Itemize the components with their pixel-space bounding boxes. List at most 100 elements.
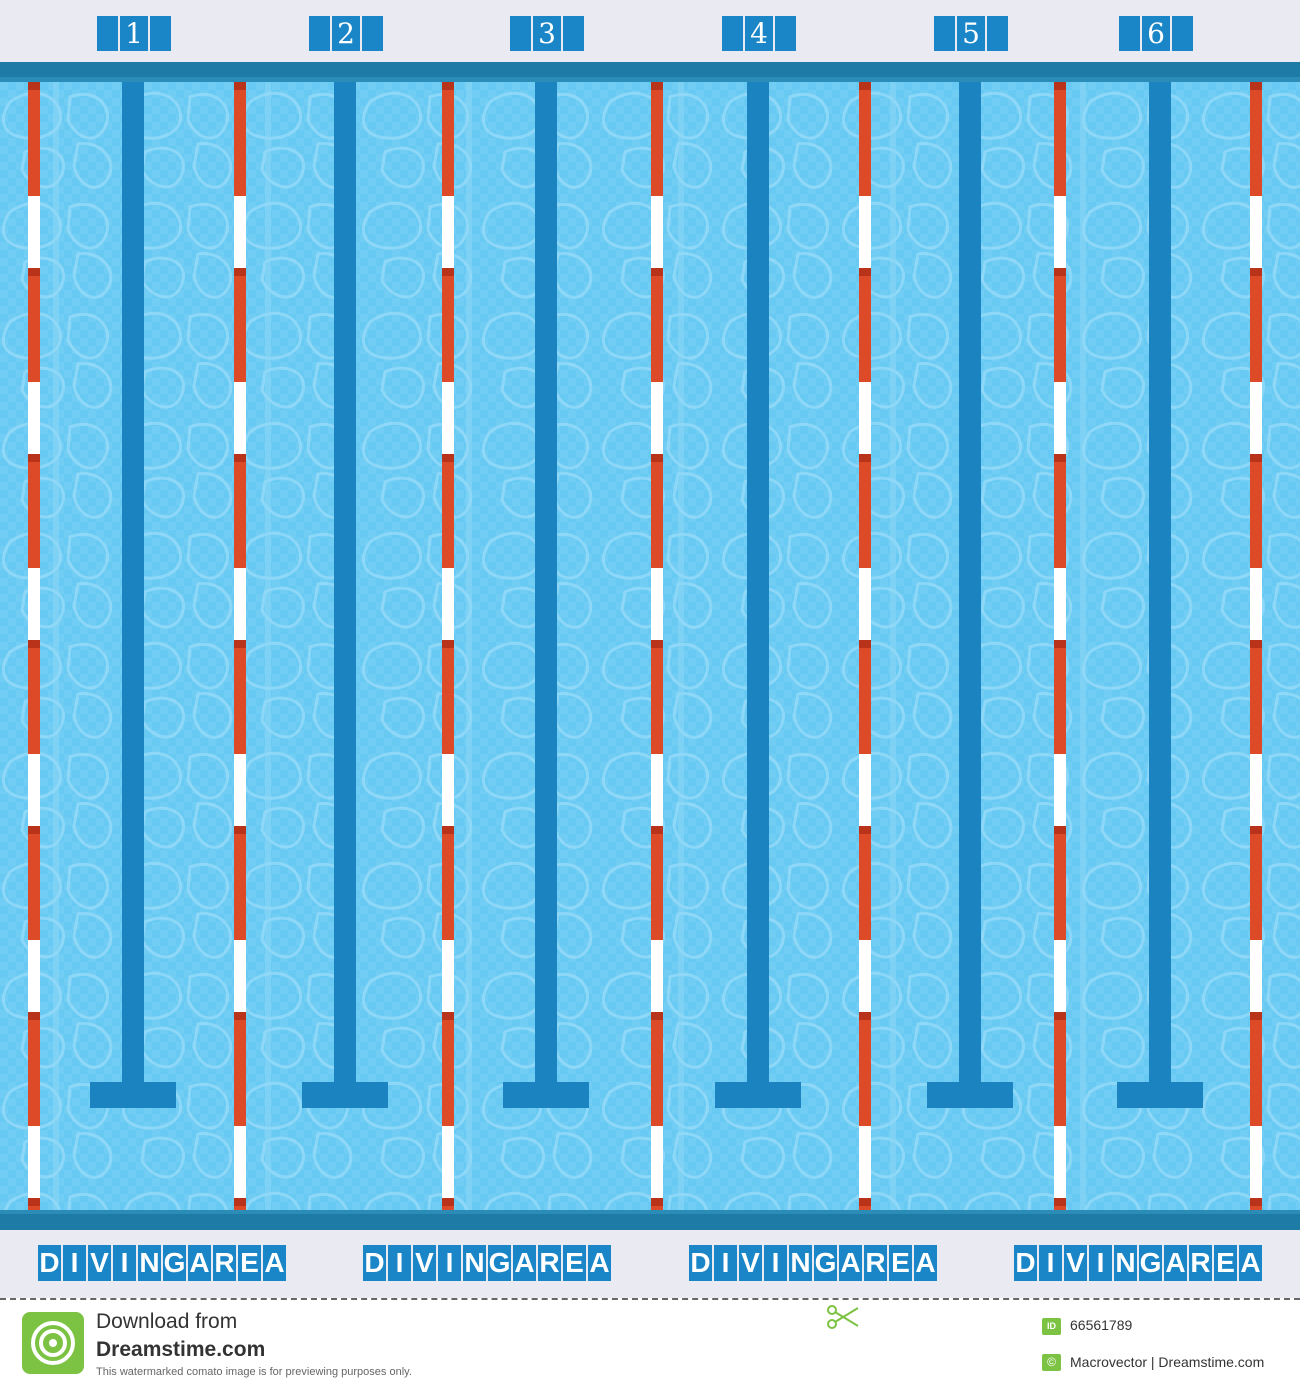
label-letter: N xyxy=(138,1245,161,1281)
label-letter: G xyxy=(488,1245,511,1281)
lane-number-pad xyxy=(510,16,531,51)
label-letter: V xyxy=(739,1245,762,1281)
label-letter: E xyxy=(238,1245,261,1281)
pool-water xyxy=(0,82,1300,1210)
label-letter: E xyxy=(563,1245,586,1281)
lane-line-3 xyxy=(535,82,557,1082)
label-letter: N xyxy=(463,1245,486,1281)
lane-number-pad xyxy=(722,16,743,51)
label-letter: V xyxy=(88,1245,111,1281)
lane-rope-2 xyxy=(234,82,246,1210)
label-letter: I xyxy=(764,1245,787,1281)
lane-number-pad xyxy=(563,16,584,51)
lane-band xyxy=(890,82,896,1210)
lane-band xyxy=(1080,82,1086,1210)
lane-number-digit: 6 xyxy=(1142,16,1170,51)
label-letter: I xyxy=(113,1245,136,1281)
lane-number-pad xyxy=(775,16,796,51)
lane-band xyxy=(678,82,684,1210)
label-letter: V xyxy=(413,1245,436,1281)
label-letter: D xyxy=(363,1245,386,1281)
label-letter: A xyxy=(513,1245,536,1281)
label-letter: E xyxy=(1214,1245,1237,1281)
label-letter: R xyxy=(1189,1245,1212,1281)
lane-rope-3 xyxy=(442,82,454,1210)
label-letter: A xyxy=(914,1245,937,1281)
lane-number-pad xyxy=(97,16,118,51)
lane-line-end-2 xyxy=(302,1082,388,1108)
lane-ropes xyxy=(28,82,1262,1210)
lane-number-pad xyxy=(934,16,955,51)
label-letter: G xyxy=(163,1245,186,1281)
label-letter: A xyxy=(1239,1245,1262,1281)
pool-edge-top xyxy=(0,62,1300,82)
label-letter: G xyxy=(814,1245,837,1281)
edge-highlight xyxy=(0,1210,1300,1214)
download-text: Download from xyxy=(96,1310,238,1333)
label-letter: R xyxy=(538,1245,561,1281)
lane-line-2 xyxy=(334,82,356,1082)
label-letter: N xyxy=(789,1245,812,1281)
copyright-icon: © xyxy=(1042,1354,1061,1371)
lane-number-1: 1 xyxy=(97,16,171,51)
lane-rope-4 xyxy=(651,82,663,1210)
lane-number-digit: 5 xyxy=(957,16,985,51)
lane-guide-lines xyxy=(53,82,1203,1210)
lane-band xyxy=(265,82,271,1210)
lane-rope-1 xyxy=(28,82,40,1210)
lane-number-pad xyxy=(150,16,171,51)
lane-line-6 xyxy=(1149,82,1171,1082)
image-id: 66561789 xyxy=(1070,1317,1133,1333)
lane-number-6: 6 xyxy=(1119,16,1193,51)
label-letter: V xyxy=(1064,1245,1087,1281)
lane-rope-7 xyxy=(1250,82,1262,1210)
lane-number-digit: 2 xyxy=(332,16,360,51)
lane-line-end-3 xyxy=(503,1082,589,1108)
label-letter: I xyxy=(438,1245,461,1281)
label-letter: A xyxy=(588,1245,611,1281)
label-letter: A xyxy=(188,1245,211,1281)
label-letter: R xyxy=(213,1245,236,1281)
lane-number-5: 5 xyxy=(934,16,1008,51)
pool-illustration xyxy=(0,82,1300,1210)
lane-line-end-6 xyxy=(1117,1082,1203,1108)
lane-number-digit: 1 xyxy=(120,16,148,51)
lane-rope-6 xyxy=(1054,82,1066,1210)
top-deck: 1 2 3 4 5 6 xyxy=(0,0,1300,62)
lane-number-pad xyxy=(309,16,330,51)
label-letter: N xyxy=(1114,1245,1137,1281)
edge-highlight xyxy=(0,77,1300,82)
lane-line-4 xyxy=(747,82,769,1082)
watermark-footer: Download from Dreamstime.com This waterm… xyxy=(0,1298,1300,1390)
lane-band xyxy=(466,82,472,1210)
lane-line-1 xyxy=(122,82,144,1082)
scissors-icon xyxy=(827,1305,859,1329)
site-name: Dreamstime.com xyxy=(96,1338,266,1361)
lane-number-digit: 3 xyxy=(533,16,561,51)
label-letter: I xyxy=(1039,1245,1062,1281)
label-letter: I xyxy=(63,1245,86,1281)
lane-line-end-1 xyxy=(90,1082,176,1108)
label-letter: I xyxy=(714,1245,737,1281)
lane-number-pad xyxy=(1119,16,1140,51)
lane-number-digit: 4 xyxy=(745,16,773,51)
lane-number-pad xyxy=(987,16,1008,51)
label-letter: A xyxy=(263,1245,286,1281)
pool-edge-bottom xyxy=(0,1210,1300,1230)
label-letter: D xyxy=(1014,1245,1037,1281)
lane-line-5 xyxy=(959,82,981,1082)
label-letter: D xyxy=(689,1245,712,1281)
id-badge: ID xyxy=(1042,1318,1061,1335)
label-letter: I xyxy=(388,1245,411,1281)
label-letter: G xyxy=(1139,1245,1162,1281)
lane-line-end-5 xyxy=(927,1082,1013,1108)
lane-rope-5 xyxy=(859,82,871,1210)
lane-band xyxy=(53,82,59,1210)
